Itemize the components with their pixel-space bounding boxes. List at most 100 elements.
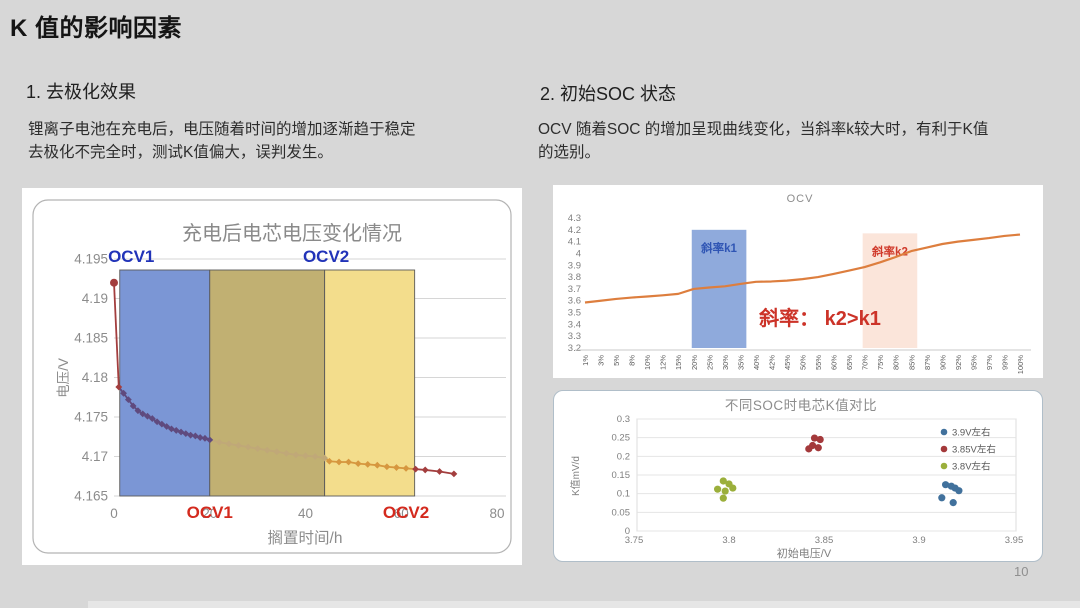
svg-text:0.05: 0.05 xyxy=(612,507,631,518)
svg-text:3.95: 3.95 xyxy=(1005,535,1024,546)
svg-text:60%: 60% xyxy=(830,355,839,370)
svg-text:45%: 45% xyxy=(783,355,792,370)
svg-text:OCV: OCV xyxy=(787,193,814,205)
svg-text:0.25: 0.25 xyxy=(612,433,631,444)
svg-text:12%: 12% xyxy=(659,355,668,370)
section2-body-line2: 的选别。 xyxy=(538,144,601,161)
svg-text:92%: 92% xyxy=(954,355,963,370)
svg-text:3.85: 3.85 xyxy=(815,535,834,546)
svg-text:3.4: 3.4 xyxy=(568,319,581,330)
section1-body-line1: 锂离子电池在充电后，电压随着时间的增加逐渐趋于稳定 xyxy=(28,121,416,138)
svg-text:3.85V左右: 3.85V左右 xyxy=(952,444,996,456)
svg-text:30%: 30% xyxy=(721,355,730,370)
svg-text:0.1: 0.1 xyxy=(617,489,630,500)
svg-text:65%: 65% xyxy=(845,355,854,370)
svg-text:不同SOC时电芯K值对比: 不同SOC时电芯K值对比 xyxy=(725,398,877,413)
svg-text:4: 4 xyxy=(576,248,581,259)
svg-text:充电后电芯电压变化情况: 充电后电芯电压变化情况 xyxy=(182,222,402,245)
svg-text:3.9V左右: 3.9V左右 xyxy=(952,427,991,439)
svg-text:3%: 3% xyxy=(597,355,606,366)
svg-text:4.175: 4.175 xyxy=(74,410,108,425)
svg-text:斜率k2: 斜率k2 xyxy=(871,244,908,258)
svg-text:3.3: 3.3 xyxy=(568,331,581,342)
page-title: K 值的影响因素 xyxy=(10,15,182,42)
svg-text:95%: 95% xyxy=(969,355,978,370)
section2-heading: 2. 初始SOC 状态 xyxy=(540,84,677,104)
ocv-soc-chart: OCV 4.34.24.143.93.83.73.63.53.43.33.2 斜率k… xyxy=(568,193,1031,375)
svg-text:25%: 25% xyxy=(705,355,714,370)
svg-text:0.2: 0.2 xyxy=(617,451,630,462)
section1-body: 锂离子电池在充电后，电压随着时间的增加逐渐趋于稳定 去极化不完全时，测试K值偏大… xyxy=(28,118,416,164)
svg-text:OCV2: OCV2 xyxy=(303,247,349,266)
svg-text:搁置时间/h: 搁置时间/h xyxy=(268,529,343,547)
svg-text:3.9: 3.9 xyxy=(912,535,925,546)
svg-text:4.185: 4.185 xyxy=(74,331,108,346)
svg-text:斜率k1: 斜率k1 xyxy=(700,241,737,255)
svg-text:OCV1: OCV1 xyxy=(187,503,233,522)
svg-text:3.7: 3.7 xyxy=(568,284,581,295)
k-value-scatter-card: 不同SOC时电芯K值对比 0.3 0.25 0.2 0.15 0.1 0.05 0 3.75 3.… xyxy=(553,390,1043,562)
svg-text:4.3: 4.3 xyxy=(568,213,581,224)
voltage-decay-chart-card: 充电后电芯电压变化情况 4.195 4.19 4.185 4.18 4.175 4.17 4.… xyxy=(22,188,522,565)
svg-text:15%: 15% xyxy=(674,355,683,370)
svg-text:3.2: 3.2 xyxy=(568,343,581,354)
svg-text:0: 0 xyxy=(625,526,630,537)
svg-text:K值mV/d: K值mV/d xyxy=(569,456,582,496)
section1-heading: 1. 去极化效果 xyxy=(26,82,137,102)
svg-text:3.8: 3.8 xyxy=(722,535,735,546)
svg-text:5%: 5% xyxy=(612,355,621,366)
svg-text:3.8: 3.8 xyxy=(568,272,581,283)
svg-text:20%: 20% xyxy=(690,355,699,370)
svg-text:OCV2: OCV2 xyxy=(383,503,429,522)
section1-body-line2: 去极化不完全时，测试K值偏大，误判发生。 xyxy=(28,144,333,161)
ocv-chart-card: OCV 4.3 4.2 4.1 4 3.9 3.8 3.7 3.6 3.5 3.4 3.3 3.2 斜率k… xyxy=(553,185,1043,378)
svg-text:80: 80 xyxy=(489,506,504,521)
slide-bottom-edge xyxy=(88,601,1080,608)
svg-text:电压/V: 电压/V xyxy=(56,358,71,398)
svg-text:70%: 70% xyxy=(861,355,870,370)
svg-text:初始电压/V: 初始电压/V xyxy=(777,546,832,560)
svg-text:87%: 87% xyxy=(923,355,932,370)
svg-text:OCV1: OCV1 xyxy=(108,247,154,266)
svg-text:42%: 42% xyxy=(767,355,776,370)
svg-text:4.19: 4.19 xyxy=(82,291,108,306)
svg-text:60: 60 xyxy=(394,506,409,521)
svg-text:10%: 10% xyxy=(643,355,652,370)
svg-text:55%: 55% xyxy=(814,355,823,370)
svg-text:8%: 8% xyxy=(628,355,637,366)
page-number: 10 xyxy=(1014,564,1029,579)
svg-text:40: 40 xyxy=(298,506,313,521)
svg-text:4.1: 4.1 xyxy=(568,237,581,248)
svg-text:1%: 1% xyxy=(581,355,590,366)
svg-text:75%: 75% xyxy=(876,355,885,370)
svg-text:80%: 80% xyxy=(892,355,901,370)
svg-text:斜率： k2>k1: 斜率： k2>k1 xyxy=(758,306,881,330)
svg-text:3.9: 3.9 xyxy=(568,260,581,271)
section2-body: OCV 随着SOC 的增加呈现曲线变化，当斜率k较大时，有利于K值 的选别。 xyxy=(538,118,1070,164)
svg-text:4.17: 4.17 xyxy=(82,449,108,464)
svg-text:40%: 40% xyxy=(752,355,761,370)
svg-text:3.8V左右: 3.8V左右 xyxy=(952,461,991,473)
svg-text:0.3: 0.3 xyxy=(617,414,630,425)
svg-text:35%: 35% xyxy=(736,355,745,370)
svg-text:90%: 90% xyxy=(938,355,947,370)
svg-text:4.2: 4.2 xyxy=(568,225,581,236)
svg-text:97%: 97% xyxy=(985,355,994,370)
k-value-scatter-chart: 不同SOC时电芯K值对比 0.3 0.25 0.2 0.15 0.1 0.05 03.75 3.… xyxy=(569,398,1024,560)
svg-text:4.195: 4.195 xyxy=(74,252,108,267)
svg-text:0: 0 xyxy=(110,506,118,521)
svg-text:3.75: 3.75 xyxy=(625,535,644,546)
section2-body-line1: OCV 随着SOC 的增加呈现曲线变化，当斜率k较大时，有利于K值 xyxy=(538,121,989,138)
svg-text:3.6: 3.6 xyxy=(568,296,581,307)
svg-text:50%: 50% xyxy=(799,355,808,370)
svg-text:3.5: 3.5 xyxy=(568,308,581,319)
svg-text:100%: 100% xyxy=(1016,355,1025,375)
svg-text:20: 20 xyxy=(202,506,217,521)
voltage-decay-chart: 充电后电芯电压变化情况 4.195 4.19 4.185 4.18 4.175 4.17 4.… xyxy=(32,199,512,554)
svg-text:4.165: 4.165 xyxy=(74,489,108,504)
svg-text:0.15: 0.15 xyxy=(612,470,631,481)
svg-text:99%: 99% xyxy=(1000,355,1009,370)
svg-text:85%: 85% xyxy=(907,355,916,370)
svg-text:4.18: 4.18 xyxy=(82,370,108,385)
